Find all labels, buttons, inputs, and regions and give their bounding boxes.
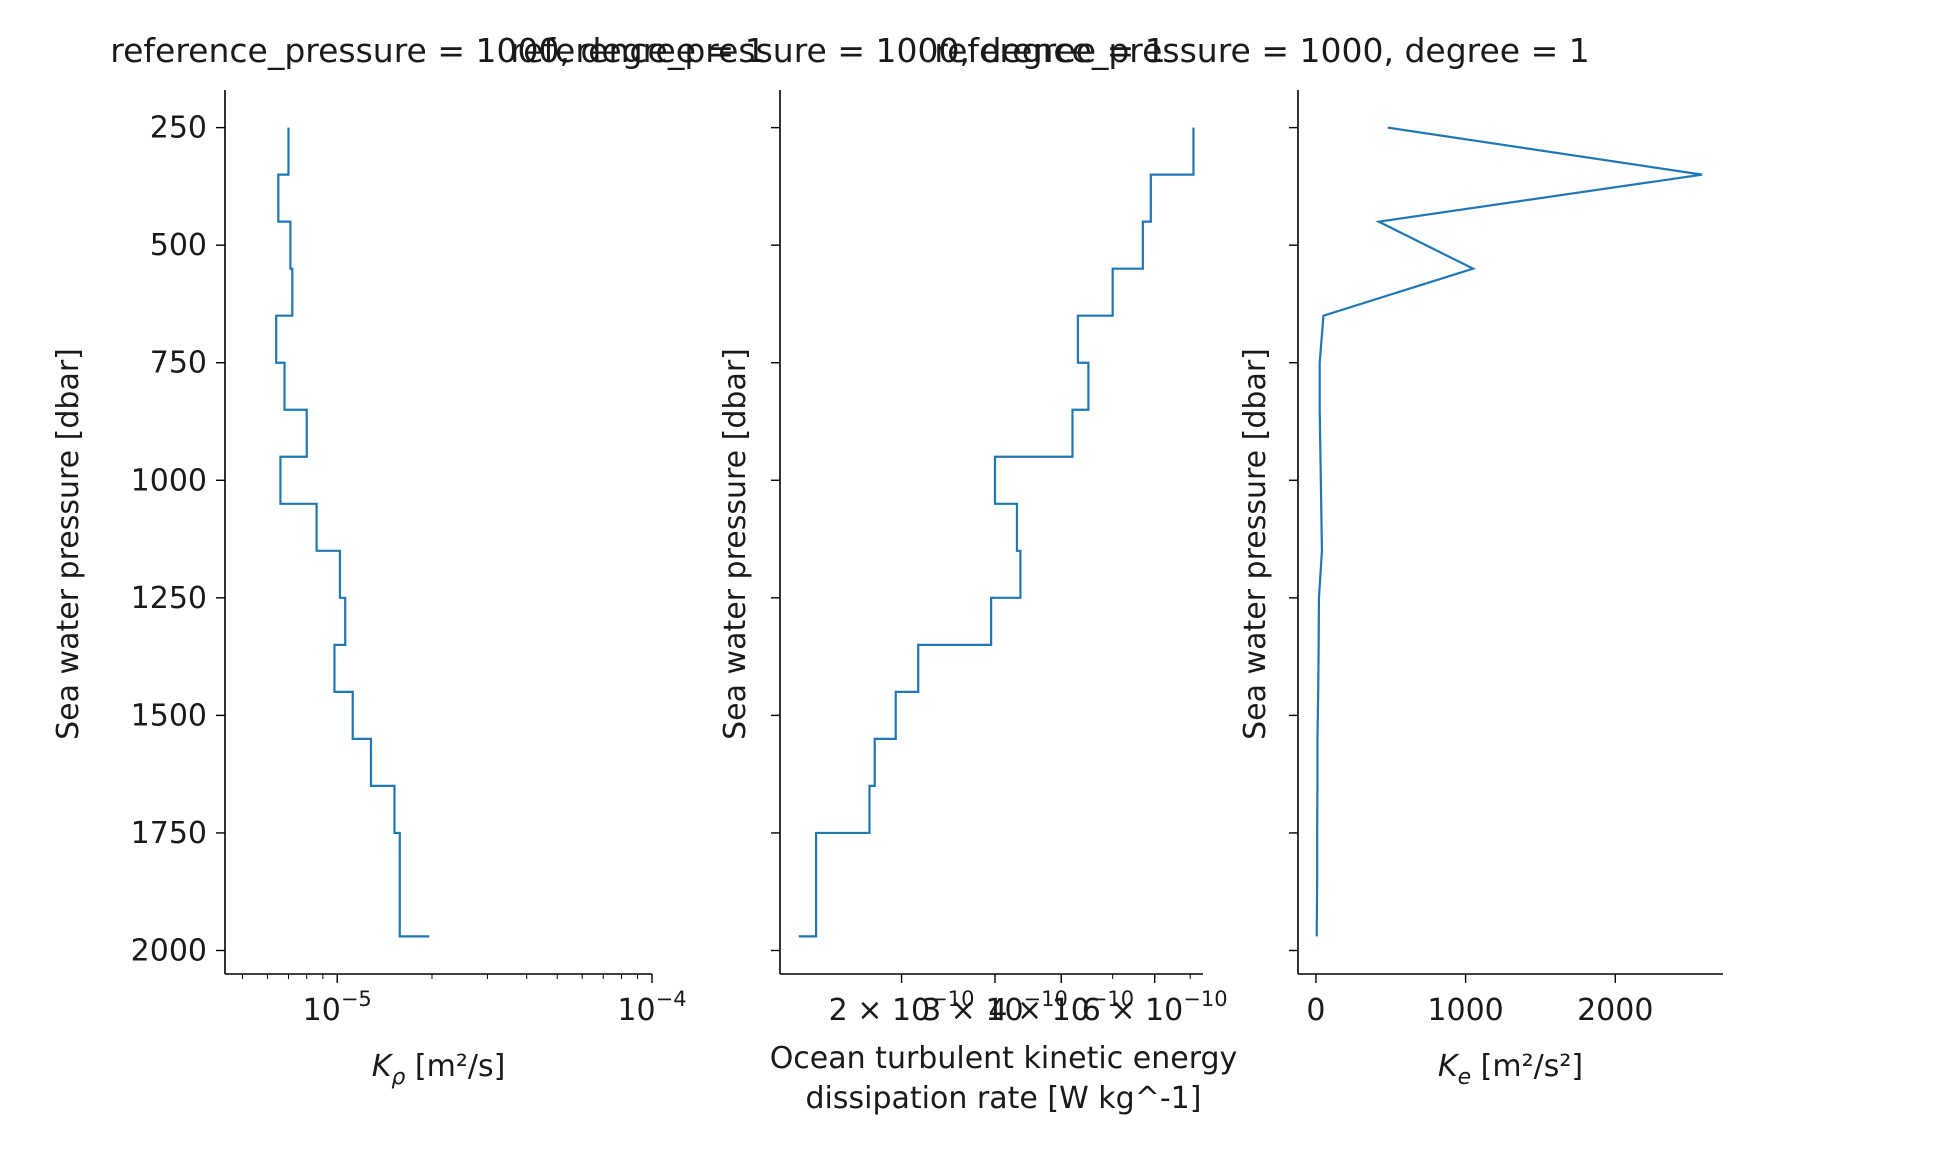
x-axis-label: Ke [m²/s²]	[1438, 1049, 1583, 1090]
y-tick-label: 1750	[131, 816, 207, 851]
x-tick-label: 6 × 10−10	[1082, 987, 1228, 1028]
x-tick-label: 2000	[1577, 993, 1653, 1028]
x-tick-label: 2 × 10−10	[829, 987, 975, 1028]
y-tick-label: 1000	[131, 463, 207, 498]
subplot-dissipation-rate: 2 × 10−103 × 10−104 × 10−106 × 10−10 Sea …	[510, 31, 1237, 1116]
y-tick-label: 250	[150, 111, 207, 146]
series-line	[1315, 126, 1703, 937]
x-tick-label: 0	[1306, 993, 1325, 1028]
x-tick-label: 3 × 10−10	[922, 987, 1068, 1028]
x-tick-label: 4 × 10−10	[988, 987, 1134, 1028]
x-axis-label: Kρ [m²/s]	[372, 1049, 506, 1090]
x-axis-label-line: dissipation rate [W kg^-1]	[806, 1081, 1202, 1116]
y-tick-label: 1500	[131, 698, 207, 733]
x-tick-label: 10−4	[617, 987, 686, 1028]
subplot-title: reference_pressure = 1000, degree = 1	[934, 31, 1589, 70]
series-line	[275, 127, 430, 938]
y-axis-label: Sea water pressure [dbar]	[1238, 348, 1273, 740]
y-tick-label: 2000	[131, 933, 207, 968]
subplot-title: reference_pressure = 1000, degree = 1	[510, 31, 1165, 70]
x-tick-label: 1000	[1427, 993, 1503, 1028]
subplot-kappa-e: 0 1000 2000 Sea water pressure [dbar] Ke [m²…	[934, 31, 1723, 1090]
series-line	[798, 127, 1195, 938]
y-tick-label: 500	[150, 228, 207, 263]
subplot-title: reference_pressure = 1000, degree = 1	[110, 31, 765, 70]
y-axis-label: Sea water pressure [dbar]	[51, 348, 86, 740]
y-tick-label: 1250	[131, 581, 207, 616]
y-tick-label: 750	[150, 346, 207, 381]
x-axis-label-line: Ocean turbulent kinetic energy	[770, 1041, 1238, 1076]
y-axis-label: Sea water pressure [dbar]	[718, 348, 753, 740]
x-tick-label: 10−5	[303, 987, 372, 1028]
subplot-kappa-rho: 250 500 750 1000 1250 1500 1750 2000 10−5 10−4 Sea…	[51, 31, 766, 1090]
